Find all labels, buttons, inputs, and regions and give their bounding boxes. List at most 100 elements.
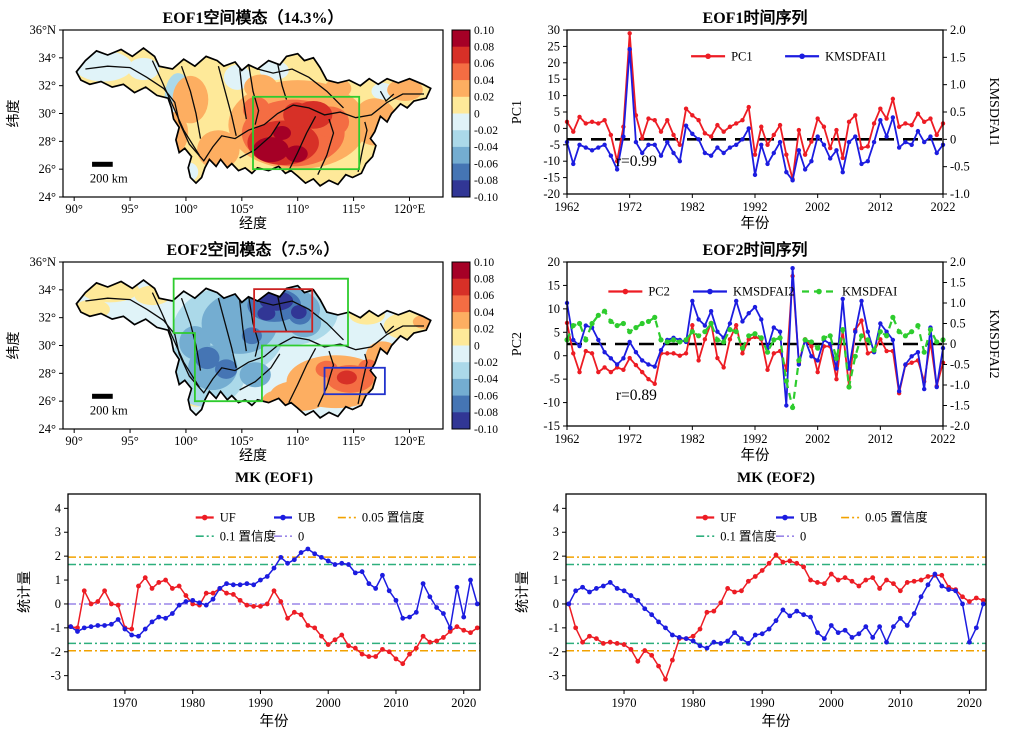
svg-text:1: 1 (55, 573, 61, 587)
svg-text:0.02: 0.02 (474, 92, 494, 104)
svg-text:2020: 2020 (451, 696, 476, 710)
panel-title: EOF1时间序列 (702, 10, 808, 27)
svg-text:2012: 2012 (868, 432, 893, 446)
svg-text:-5: -5 (550, 372, 560, 386)
svg-text:3: 3 (553, 525, 559, 539)
svg-text:36°N: 36°N (29, 23, 56, 37)
eof2-timeseries-chart: 1962 1972 1982 1992 2002 2012 2022 -15 -10 -5 0 5 10… (510, 255, 1001, 464)
svg-text:1982: 1982 (680, 432, 705, 446)
svg-text:5: 5 (554, 105, 560, 119)
svg-text:KMSDFAI2: KMSDFAI2 (986, 310, 1001, 379)
svg-text:110°: 110° (286, 202, 309, 216)
svg-text:2: 2 (553, 549, 559, 563)
svg-text:-15: -15 (543, 419, 560, 433)
svg-text:-2: -2 (51, 645, 61, 659)
svg-text:0: 0 (950, 132, 956, 146)
svg-text:115°: 115° (342, 202, 365, 216)
svg-text:0: 0 (554, 121, 560, 135)
svg-text:2022: 2022 (931, 432, 956, 446)
panel-eof2-spatial-map: EOF2空间模态（7.5%） 90° 95° 100° 105° 110° 115° 120… (0, 232, 505, 464)
eof1-timeseries-chart: 1962 1972 1982 1992 2002 2012 2022 -20 -15 -10 -5 0… (510, 23, 1001, 232)
svg-text:-0.04: -0.04 (474, 142, 498, 154)
svg-text:1.0: 1.0 (950, 78, 966, 92)
svg-text:0.06: 0.06 (474, 58, 494, 70)
svg-text:-1.5: -1.5 (950, 399, 970, 413)
svg-text:UB: UB (298, 511, 315, 525)
svg-text:4: 4 (55, 501, 62, 515)
svg-text:统计量: 统计量 (515, 571, 531, 613)
svg-text:-0.10: -0.10 (474, 424, 498, 436)
mk-eof1-chart: 1970 1980 1990 2000 2010 2020 -3 -2 -1 0 1 2 3 4 年份 统计量… (17, 493, 481, 730)
svg-text:1980: 1980 (180, 696, 205, 710)
svg-text:30°: 30° (39, 107, 57, 121)
svg-text:2.0: 2.0 (950, 23, 966, 37)
svg-text:PC1: PC1 (731, 49, 753, 63)
svg-text:200 km: 200 km (90, 403, 128, 417)
svg-text:26°: 26° (39, 162, 57, 176)
svg-text:0.10: 0.10 (474, 257, 494, 269)
svg-text:UF: UF (720, 511, 736, 525)
svg-text:115°: 115° (342, 434, 365, 448)
svg-text:-0.06: -0.06 (474, 158, 498, 170)
svg-text:0.04: 0.04 (474, 75, 494, 87)
eof1-map-chart: 90° 95° 100° 105° 110° 115° 120°E 36°N 34° 32° 30°… (6, 23, 498, 232)
svg-text:0.10: 0.10 (474, 25, 494, 37)
svg-text:30: 30 (548, 23, 561, 37)
svg-text:1980: 1980 (681, 696, 706, 710)
svg-text:1990: 1990 (750, 696, 775, 710)
svg-text:34°: 34° (39, 283, 57, 297)
svg-text:-1: -1 (51, 621, 61, 635)
svg-text:4: 4 (553, 501, 560, 515)
panel-eof1-spatial-map: EOF1空间模态（14.3%） 90° 95° 100° 105° 110° 115° 12… (0, 0, 505, 232)
svg-text:32°: 32° (39, 311, 57, 325)
svg-text:-0.08: -0.08 (474, 175, 498, 187)
svg-text:-20: -20 (543, 187, 560, 201)
svg-text:年份: 年份 (260, 713, 289, 730)
svg-text:0.02: 0.02 (474, 324, 494, 336)
svg-text:2000: 2000 (316, 696, 341, 710)
svg-text:KMSDFAI1: KMSDFAI1 (825, 49, 887, 63)
svg-text:r=0.99: r=0.99 (616, 153, 657, 170)
svg-text:15: 15 (548, 278, 561, 292)
svg-text:0.06: 0.06 (474, 290, 494, 302)
svg-text:1972: 1972 (617, 432, 642, 446)
svg-text:0.5: 0.5 (950, 105, 966, 119)
svg-text:经度: 经度 (239, 216, 267, 232)
svg-text:0.1 置信度: 0.1 置信度 (220, 528, 277, 543)
svg-text:KMSDFAI: KMSDFAI (842, 285, 897, 299)
svg-text:3: 3 (55, 525, 61, 539)
svg-text:28°: 28° (39, 366, 57, 380)
svg-text:r=0.89: r=0.89 (616, 387, 657, 404)
svg-text:2002: 2002 (805, 200, 830, 214)
svg-text:0.08: 0.08 (474, 274, 494, 286)
svg-text:-2.0: -2.0 (950, 419, 970, 433)
svg-text:1: 1 (553, 573, 559, 587)
svg-text:0: 0 (950, 337, 956, 351)
panel-eof2-timeseries: EOF2时间序列 1962 1972 1982 1992 2002 2012 2022 -15… (505, 232, 1009, 464)
svg-text:1970: 1970 (612, 696, 637, 710)
svg-text:纬度: 纬度 (6, 332, 22, 360)
svg-text:0: 0 (553, 597, 559, 611)
svg-text:0: 0 (474, 108, 480, 120)
svg-text:1.5: 1.5 (950, 276, 966, 290)
svg-text:90°: 90° (65, 434, 83, 448)
svg-text:UB: UB (800, 511, 817, 525)
panel-title: EOF2空间模态（7.5%） (166, 242, 340, 259)
svg-text:-0.5: -0.5 (950, 160, 970, 174)
svg-text:-0.02: -0.02 (474, 125, 498, 137)
svg-text:-10: -10 (543, 154, 560, 168)
svg-text:24°: 24° (39, 422, 57, 436)
svg-text:-0.10: -0.10 (474, 192, 498, 204)
svg-text:0: 0 (474, 340, 480, 352)
svg-text:0: 0 (298, 529, 304, 543)
svg-text:1962: 1962 (555, 200, 580, 214)
svg-text:20: 20 (548, 56, 561, 70)
svg-text:105°: 105° (230, 202, 254, 216)
svg-text:2: 2 (55, 549, 61, 563)
svg-text:-0.08: -0.08 (474, 407, 498, 419)
svg-text:1992: 1992 (743, 200, 768, 214)
svg-text:90°: 90° (65, 202, 83, 216)
svg-text:2.0: 2.0 (950, 255, 966, 269)
svg-text:0: 0 (554, 349, 560, 363)
svg-text:-10: -10 (543, 396, 560, 410)
